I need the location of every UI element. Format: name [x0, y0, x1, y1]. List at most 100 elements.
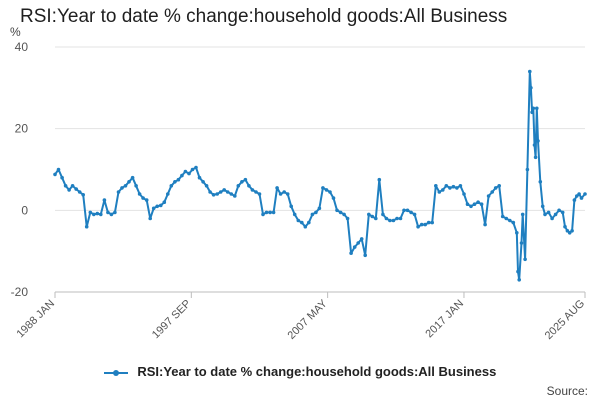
data-point[interactable] [141, 196, 145, 200]
data-point[interactable] [236, 184, 241, 188]
data-point[interactable] [81, 193, 85, 197]
data-point[interactable] [538, 180, 543, 184]
data-point[interactable] [437, 190, 442, 194]
data-point[interactable] [550, 216, 554, 221]
data-point[interactable] [577, 192, 581, 196]
data-point[interactable] [345, 216, 350, 221]
data-point[interactable] [243, 177, 248, 182]
data-point[interactable] [187, 171, 191, 176]
data-point[interactable] [469, 204, 473, 209]
data-point[interactable] [296, 218, 301, 223]
data-point[interactable] [109, 212, 114, 217]
data-point[interactable] [194, 165, 198, 170]
data-point[interactable] [278, 192, 283, 196]
data-point[interactable] [127, 180, 131, 184]
data-point[interactable] [300, 220, 304, 225]
data-point[interactable] [120, 186, 124, 190]
data-point[interactable] [116, 190, 121, 194]
data-point[interactable] [546, 210, 551, 215]
data-point[interactable] [155, 204, 159, 209]
data-point[interactable] [416, 224, 420, 229]
data-point[interactable] [271, 210, 276, 215]
data-point[interactable] [285, 192, 290, 196]
data-point[interactable] [261, 212, 265, 217]
data-point[interactable] [434, 184, 438, 188]
data-point[interactable] [211, 193, 216, 197]
data-point[interactable] [342, 212, 346, 217]
data-point[interactable] [374, 216, 378, 221]
data-point[interactable] [381, 212, 385, 217]
data-point[interactable] [307, 220, 311, 225]
data-point[interactable] [352, 245, 357, 249]
data-point[interactable] [412, 212, 417, 217]
data-point[interactable] [536, 139, 540, 143]
data-point[interactable] [335, 208, 339, 213]
data-point[interactable] [504, 216, 509, 221]
data-point[interactable] [570, 229, 574, 233]
data-point[interactable] [356, 241, 361, 245]
data-point[interactable] [303, 224, 308, 229]
data-point[interactable] [130, 175, 135, 180]
data-point[interactable] [250, 188, 255, 192]
data-point[interactable] [92, 212, 96, 217]
data-point[interactable] [137, 192, 142, 196]
data-point[interactable] [525, 167, 530, 172]
data-point[interactable] [67, 188, 71, 192]
data-point[interactable] [208, 190, 212, 194]
data-point[interactable] [190, 167, 195, 172]
data-point[interactable] [74, 187, 78, 191]
data-point[interactable] [328, 190, 332, 194]
data-point[interactable] [349, 251, 353, 255]
data-point[interactable] [533, 155, 538, 160]
data-point[interactable] [106, 210, 110, 215]
data-point[interactable] [201, 180, 205, 184]
data-point[interactable] [321, 186, 325, 190]
data-point[interactable] [405, 208, 410, 213]
data-point[interactable] [222, 188, 226, 192]
data-point[interactable] [148, 216, 152, 221]
data-point[interactable] [317, 206, 322, 211]
data-point[interactable] [282, 190, 287, 194]
data-point[interactable] [388, 218, 392, 223]
data-point[interactable] [517, 278, 521, 282]
data-point[interactable] [476, 200, 480, 204]
data-point[interactable] [529, 86, 533, 90]
data-point[interactable] [398, 216, 403, 221]
data-point[interactable] [240, 180, 244, 184]
data-point[interactable] [532, 143, 537, 147]
data-point[interactable] [77, 190, 82, 194]
data-point[interactable] [60, 175, 64, 180]
data-point[interactable] [331, 196, 336, 200]
data-point[interactable] [455, 186, 459, 190]
data-point[interactable] [490, 190, 495, 194]
data-point[interactable] [465, 202, 470, 206]
data-point[interactable] [204, 184, 209, 188]
data-point[interactable] [63, 184, 68, 188]
data-point[interactable] [530, 110, 534, 115]
data-point[interactable] [169, 184, 174, 188]
data-point[interactable] [367, 212, 371, 217]
legend[interactable]: RSI:Year to date % change:household good… [0, 364, 600, 379]
data-point[interactable] [225, 190, 230, 194]
data-point[interactable] [511, 220, 516, 225]
data-point[interactable] [218, 190, 223, 194]
data-point[interactable] [183, 169, 188, 174]
data-point[interactable] [70, 184, 75, 188]
data-point[interactable] [444, 184, 449, 188]
data-point[interactable] [102, 198, 107, 202]
data-point[interactable] [275, 186, 279, 190]
data-point[interactable] [314, 210, 318, 215]
data-point[interactable] [359, 237, 364, 241]
data-point[interactable] [472, 202, 477, 206]
data-point[interactable] [519, 241, 524, 245]
data-point[interactable] [310, 212, 315, 217]
data-point[interactable] [113, 210, 117, 215]
data-point[interactable] [377, 177, 382, 182]
data-point[interactable] [557, 208, 561, 213]
data-point[interactable] [384, 216, 389, 221]
data-point[interactable] [531, 106, 536, 111]
data-point[interactable] [289, 204, 294, 209]
data-point[interactable] [423, 222, 428, 227]
data-point[interactable] [520, 212, 525, 217]
data-point[interactable] [500, 214, 505, 219]
